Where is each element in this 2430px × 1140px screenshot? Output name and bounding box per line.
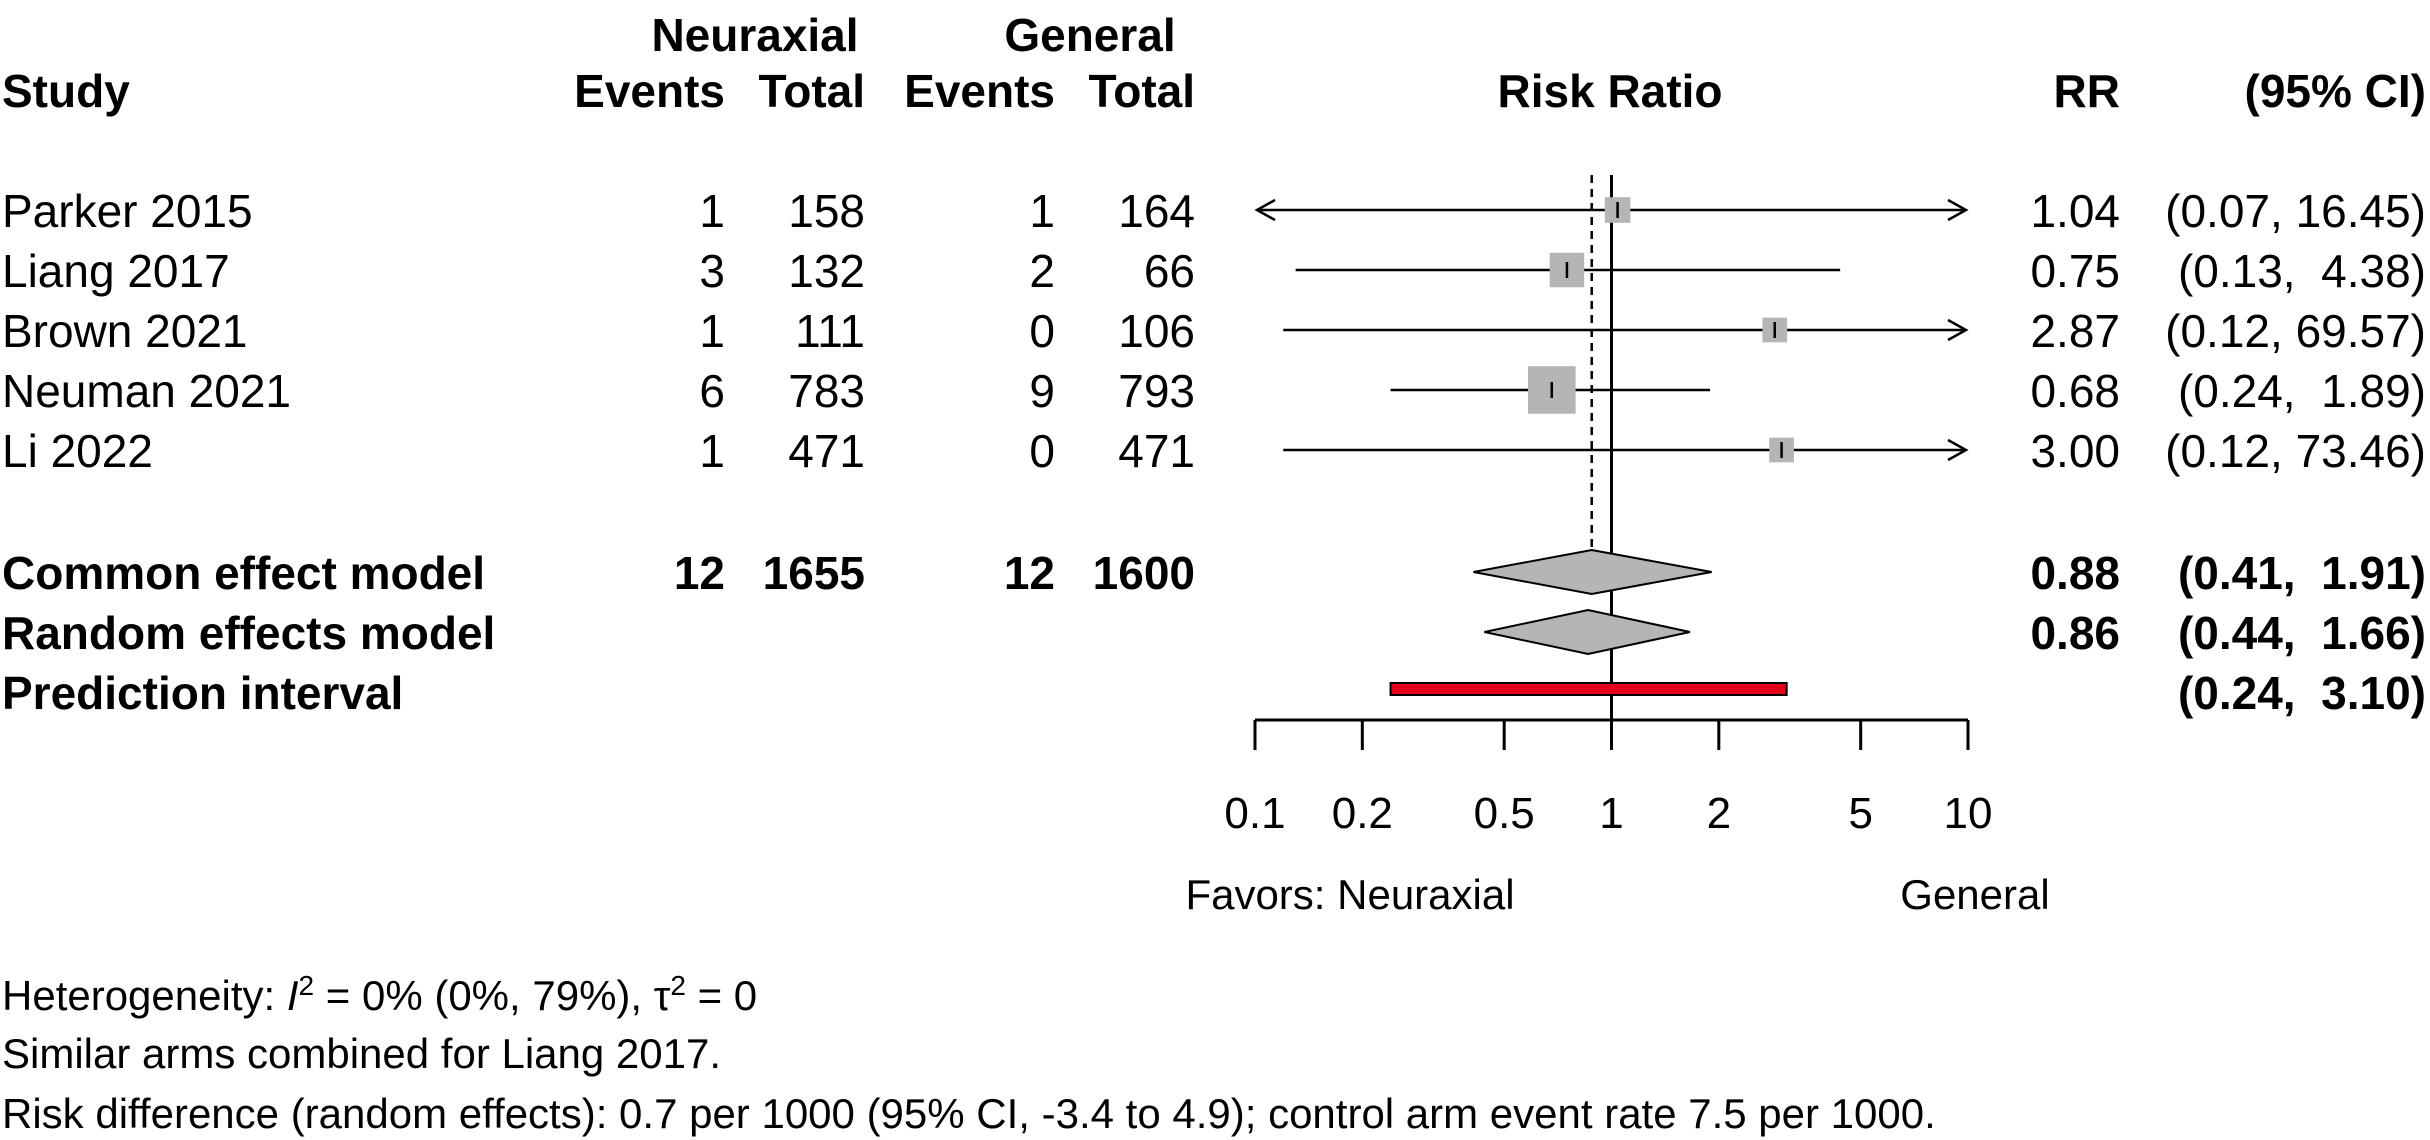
common-effect-diamond <box>1473 548 1712 596</box>
total-2: 164 <box>1118 185 1195 237</box>
header-group1: Neuraxial <box>651 9 859 61</box>
common-n2: 1600 <box>1092 547 1195 599</box>
events-2: 0 <box>1029 425 1055 477</box>
xlabel-left: Favors: Neuraxial <box>1185 871 1515 918</box>
ci-arrow-right <box>1947 198 1969 222</box>
ci-value: (0.12, 73.46) <box>2165 425 2426 477</box>
prediction-ci: (0.24, 3.10) <box>2177 667 2426 719</box>
xlabel-right: General <box>1900 871 2050 918</box>
het-end: = 0 <box>685 972 758 1019</box>
random-rr: 0.86 <box>2030 607 2120 659</box>
header-study: Study <box>2 65 130 117</box>
header-events-1: Events <box>574 65 725 117</box>
similar-arms-footnote: Similar arms combined for Liang 2017. <box>2 1030 722 1077</box>
rr-value: 1.04 <box>2030 185 2120 237</box>
common-effect-label: Common effect model <box>2 547 486 599</box>
header-rr: RR <box>2053 65 2120 117</box>
total-2: 793 <box>1118 365 1195 417</box>
total-1: 783 <box>788 365 865 417</box>
x-tick-label: 5 <box>1848 789 1872 838</box>
ci-value: (0.13, 4.38) <box>2177 245 2426 297</box>
study-name: Brown 2021 <box>2 305 248 357</box>
header-total-2: Total <box>1088 65 1195 117</box>
header-ci: (95% CI) <box>2244 65 2426 117</box>
rr-value: 3.00 <box>2030 425 2120 477</box>
het-tau: τ <box>653 972 671 1019</box>
events-1: 3 <box>699 245 725 297</box>
events-1: 6 <box>699 365 725 417</box>
heterogeneity-footnote: Heterogeneity: I2 = 0% (0%, 79%), τ2 = 0 <box>2 972 757 1017</box>
x-tick-label: 1 <box>1599 789 1623 838</box>
ci-arrow-right <box>1947 438 1969 462</box>
events-2: 1 <box>1029 185 1055 237</box>
common-rr: 0.88 <box>2030 547 2120 599</box>
ci-arrow-right <box>1947 318 1969 342</box>
ci-value: (0.24, 1.89) <box>2177 365 2426 417</box>
rr-value: 0.75 <box>2030 245 2120 297</box>
rr-value: 0.68 <box>2030 365 2120 417</box>
het-prefix: Heterogeneity: <box>2 972 287 1019</box>
x-tick-label: 0.2 <box>1332 789 1393 838</box>
random-ci: (0.44, 1.66) <box>2177 607 2426 659</box>
total-2: 471 <box>1118 425 1195 477</box>
total-1: 471 <box>788 425 865 477</box>
events-2: 2 <box>1029 245 1055 297</box>
header-group2: General <box>1004 9 1176 61</box>
header-risk-ratio: Risk Ratio <box>1497 65 1723 117</box>
study-name: Li 2022 <box>2 425 153 477</box>
total-2: 106 <box>1118 305 1195 357</box>
total-2: 66 <box>1143 245 1195 297</box>
header-total-1: Total <box>758 65 865 117</box>
events-2: 0 <box>1029 305 1055 357</box>
common-e1: 12 <box>673 547 725 599</box>
events-1: 1 <box>699 425 725 477</box>
het-sup: 2 <box>298 970 315 1001</box>
het-i: I <box>286 972 299 1019</box>
total-1: 111 <box>795 305 865 357</box>
random-effects-label: Random effects model <box>2 607 496 659</box>
total-1: 158 <box>788 185 865 237</box>
study-name: Liang 2017 <box>2 245 230 297</box>
ci-value: (0.12, 69.57) <box>2165 305 2426 357</box>
header-events-2: Events <box>904 65 1055 117</box>
ci-value: (0.07, 16.45) <box>2165 185 2426 237</box>
rr-value: 2.87 <box>2030 305 2120 357</box>
risk-difference-footnote: Risk difference (random effects): 0.7 pe… <box>2 1090 1936 1137</box>
het-tau-sup: 2 <box>670 970 686 1001</box>
common-n1: 1655 <box>762 547 865 599</box>
study-name: Neuman 2021 <box>2 365 291 417</box>
x-tick-label: 2 <box>1707 789 1731 838</box>
x-tick-label: 10 <box>1944 789 1993 838</box>
events-1: 1 <box>699 185 725 237</box>
prediction-interval-label: Prediction interval <box>2 667 404 719</box>
common-ci: (0.41, 1.91) <box>2177 547 2426 599</box>
common-e2: 12 <box>1003 547 1055 599</box>
prediction-interval-bar <box>1389 682 1788 696</box>
het-mid: = 0% (0%, 79%), <box>314 972 654 1019</box>
total-1: 132 <box>788 245 865 297</box>
x-tick-label: 0.1 <box>1224 789 1285 838</box>
ci-arrow-left <box>1254 198 1276 222</box>
x-tick-label: 0.5 <box>1474 789 1535 838</box>
random-effects-diamond <box>1484 608 1691 656</box>
study-name: Parker 2015 <box>2 185 253 237</box>
events-1: 1 <box>699 305 725 357</box>
events-2: 9 <box>1029 365 1055 417</box>
